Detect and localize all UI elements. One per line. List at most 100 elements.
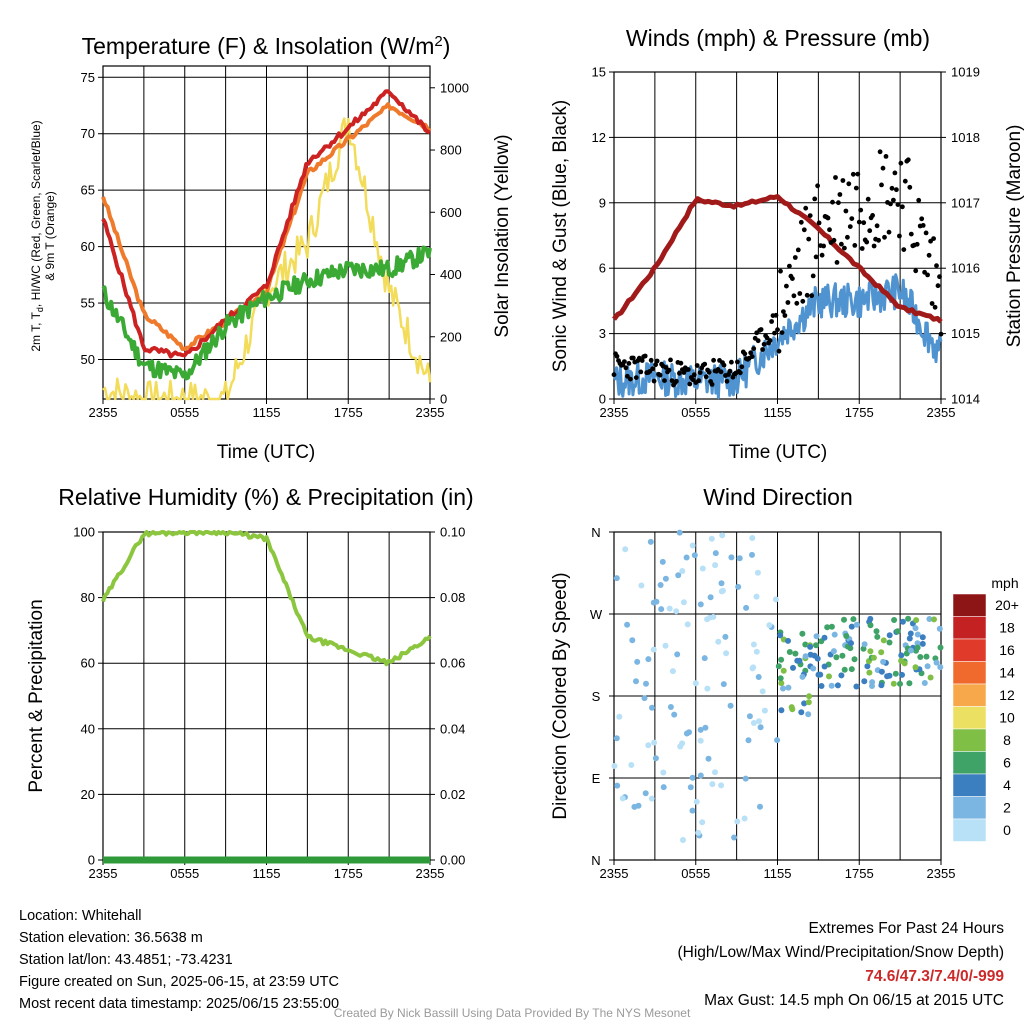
gust-point bbox=[902, 178, 908, 184]
gust-point bbox=[897, 233, 902, 239]
dir-xtick-label: 2355 bbox=[600, 866, 629, 881]
direction-point bbox=[899, 618, 906, 625]
gust-point bbox=[678, 360, 684, 366]
wind-ytick-label: 12 bbox=[592, 130, 606, 145]
gust-point bbox=[846, 181, 852, 187]
direction-point bbox=[754, 569, 761, 576]
gust-point bbox=[758, 327, 764, 332]
direction-point bbox=[906, 680, 913, 687]
direction-point bbox=[873, 628, 880, 635]
gust-point bbox=[630, 355, 636, 361]
direction-point bbox=[878, 682, 885, 689]
direction-point bbox=[613, 735, 620, 742]
legend-label: 20+ bbox=[995, 597, 1019, 613]
gust-point bbox=[778, 268, 783, 274]
gust-point bbox=[827, 227, 832, 233]
direction-point bbox=[766, 622, 773, 629]
direction-point bbox=[843, 633, 850, 639]
direction-point bbox=[848, 640, 854, 647]
direction-point bbox=[775, 663, 782, 670]
rh-y2tick-label: 0.04 bbox=[440, 721, 465, 736]
direction-point bbox=[917, 654, 924, 660]
direction-point bbox=[898, 652, 905, 659]
rh-ytick-label: 20 bbox=[81, 787, 95, 802]
temp-y2tick-label: 1000 bbox=[440, 80, 469, 95]
winds-panel-title: Winds (mph) & Pressure (mb) bbox=[626, 25, 930, 51]
extremes-info: Extremes For Past 24 Hours (High/Low/Max… bbox=[678, 917, 1005, 1013]
gust-point bbox=[804, 292, 810, 298]
gust-point bbox=[806, 236, 812, 242]
wind-y2tick-label: 1019 bbox=[951, 65, 980, 80]
direction-point bbox=[848, 666, 855, 673]
direction-point bbox=[676, 529, 683, 536]
series-2m-temperature bbox=[101, 89, 431, 359]
legend-swatch bbox=[952, 661, 987, 685]
gust-point bbox=[628, 376, 633, 382]
gust-point bbox=[935, 283, 941, 289]
direction-point bbox=[683, 730, 690, 737]
direction-point bbox=[830, 648, 837, 655]
temp-xtick-label: 2355 bbox=[89, 405, 118, 420]
legend-title: mph bbox=[991, 575, 1018, 591]
gust-point bbox=[711, 357, 716, 363]
gust-point bbox=[729, 359, 734, 365]
direction-ylabel: Direction (Colored By Speed) bbox=[550, 572, 571, 819]
temp-ytick-label: 65 bbox=[81, 183, 95, 198]
legend-label: 0 bbox=[1003, 822, 1011, 838]
direction-point bbox=[673, 608, 680, 615]
gust-point bbox=[931, 236, 936, 242]
gust-point bbox=[772, 330, 777, 336]
recent-data-text: Most recent data timestamp: 2025/06/15 2… bbox=[19, 996, 340, 1012]
temperature-chart: 2355 0555 1155 1755 2355 50 55 60 65 70 75 0 200 400 6… bbox=[81, 65, 469, 420]
direction-point bbox=[892, 670, 899, 677]
gust-point bbox=[749, 354, 755, 359]
dir-ytick-label: S bbox=[592, 689, 601, 704]
direction-point bbox=[727, 702, 734, 709]
gust-point bbox=[760, 347, 765, 352]
gust-point bbox=[876, 237, 881, 243]
direction-point bbox=[731, 834, 738, 841]
gust-point bbox=[809, 293, 815, 299]
gust-point bbox=[702, 361, 708, 367]
legend-swatch bbox=[952, 728, 987, 752]
dir-ytick-label: W bbox=[590, 607, 603, 622]
direction-point bbox=[705, 755, 712, 762]
gust-point bbox=[681, 370, 687, 375]
gust-point bbox=[781, 309, 786, 314]
solar-ylabel: Solar Insolation (Yellow) bbox=[492, 134, 513, 337]
direction-point bbox=[660, 769, 667, 776]
direction-point bbox=[901, 660, 908, 667]
legend-swatch bbox=[952, 616, 987, 640]
gust-point bbox=[895, 202, 901, 208]
gust-point bbox=[898, 160, 904, 166]
humidity-chart: 2355 0555 1155 1755 23550204060801000.000.02… bbox=[73, 525, 465, 882]
direction-point bbox=[805, 699, 812, 706]
legend-label: 2 bbox=[1003, 800, 1011, 816]
gust-point bbox=[883, 154, 889, 159]
direction-point bbox=[810, 665, 817, 672]
gust-point bbox=[901, 247, 907, 253]
direction-point bbox=[635, 802, 642, 809]
direction-point bbox=[826, 673, 832, 680]
direction-point bbox=[622, 546, 629, 553]
gust-point bbox=[782, 313, 788, 318]
direction-point bbox=[813, 642, 819, 649]
legend-label: 8 bbox=[1003, 732, 1011, 748]
direction-point bbox=[907, 630, 914, 637]
direction-point bbox=[807, 643, 814, 650]
legend-swatch bbox=[952, 751, 987, 775]
direction-point bbox=[746, 713, 753, 720]
gust-point bbox=[879, 182, 884, 188]
dir-ytick-label: N bbox=[591, 525, 600, 540]
legend-label: 16 bbox=[999, 642, 1015, 658]
rh-ytick-label: 80 bbox=[81, 590, 95, 605]
temp-y2tick-label: 800 bbox=[440, 143, 462, 158]
direction-point bbox=[704, 685, 711, 692]
direction-point bbox=[728, 554, 735, 561]
temp-ytick-label: 70 bbox=[81, 126, 95, 141]
direction-point bbox=[802, 653, 809, 660]
direction-point bbox=[742, 775, 749, 782]
gust-point bbox=[888, 201, 893, 207]
rh-y2tick-label: 0.10 bbox=[440, 525, 465, 540]
direction-point bbox=[680, 599, 687, 606]
